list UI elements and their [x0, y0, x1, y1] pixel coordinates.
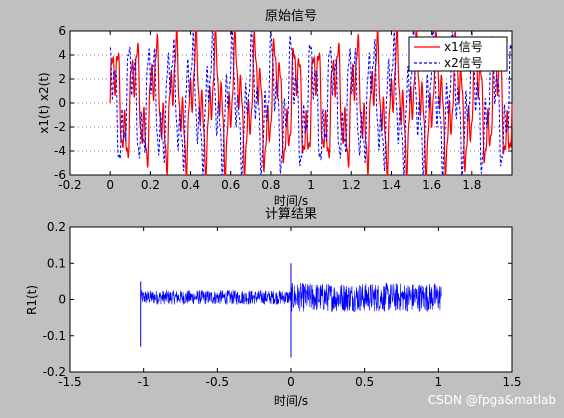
bottom-series-group	[140, 263, 442, 358]
y-tick-label: -0.2	[43, 365, 66, 379]
x-tick-label: 1.4	[382, 178, 401, 192]
top-x-axis-label: 时间/s	[274, 194, 308, 208]
bottom-ticks: -1.5 -1 -0.5 0 0.5 1 1.5 -0.2 -0.1 0 0.1 0.2	[43, 220, 522, 389]
legend-label-x2: x2信号	[444, 56, 483, 70]
x-tick-label: 0.5	[355, 375, 374, 389]
x-tick-label: 1.6	[422, 178, 441, 192]
legend: x1信号 x2信号	[408, 36, 508, 72]
y-tick-label: 6	[58, 24, 66, 38]
bottom-x-axis-label: 时间/s	[274, 394, 308, 408]
x-tick-label: -1	[138, 375, 150, 389]
y-tick-label: -4	[54, 144, 66, 158]
x-tick-label: 0	[106, 178, 114, 192]
x-tick-label: 0.6	[221, 178, 240, 192]
x-tick-label: 1	[435, 375, 443, 389]
y-tick-label: -2	[54, 120, 66, 134]
x-tick-label: 1	[307, 178, 315, 192]
x-tick-label: 0	[287, 375, 295, 389]
top-series-group	[109, 30, 513, 176]
x-tick-label: 1.2	[342, 178, 361, 192]
watermark: CSDN @fpga&matlab	[428, 393, 556, 407]
y-tick-label: 0	[58, 293, 66, 307]
x-tick-label: -0.2	[58, 178, 81, 192]
x-tick-label: 0.8	[261, 178, 280, 192]
y-tick-label: 2	[58, 72, 66, 86]
top-axes: 原始信号 -0.2 0 0.2 0.4 0.6 0.8 1 1.2 1.4 1.6 1.8-6-4-…	[37, 9, 513, 208]
top-plot-title: 原始信号	[265, 9, 317, 24]
legend-box	[408, 36, 508, 72]
legend-label-x1: x1信号	[444, 40, 483, 54]
y-tick-label: 4	[58, 48, 66, 62]
y-tick-label: -6	[54, 168, 66, 182]
bottom-y-axis-label: R1(t)	[25, 285, 39, 315]
x-tick-label: 0.4	[181, 178, 200, 192]
y-tick-label: 0	[58, 96, 66, 110]
series-line-x1	[109, 30, 513, 176]
top-ticks: -0.2 0 0.2 0.4 0.6 0.8 1 1.2 1.4 1.6 1.8 -6 -4 -2 0 2 4 6	[54, 24, 512, 192]
bottom-axes: 计算结果 -1.5 -1 -0.5 0 0.5 1 1.5 -0.2 -0.1 0 0.1 0.2 时…	[25, 207, 522, 408]
bottom-plot-title: 计算结果	[265, 207, 317, 222]
x-tick-label: 0.2	[141, 178, 160, 192]
y-tick-label: 0.2	[47, 220, 66, 234]
y-tick-label: -0.1	[43, 329, 66, 343]
x-tick-label: -1.5	[58, 375, 81, 389]
series-line-x2	[109, 30, 513, 176]
y-tick-label: 0.1	[47, 256, 66, 270]
top-y-axis-label: x1(t) x2(t)	[37, 72, 51, 133]
x-tick-label: -0.5	[206, 375, 229, 389]
x-tick-label: 1.5	[502, 375, 521, 389]
x-tick-label: 1.8	[462, 178, 481, 192]
